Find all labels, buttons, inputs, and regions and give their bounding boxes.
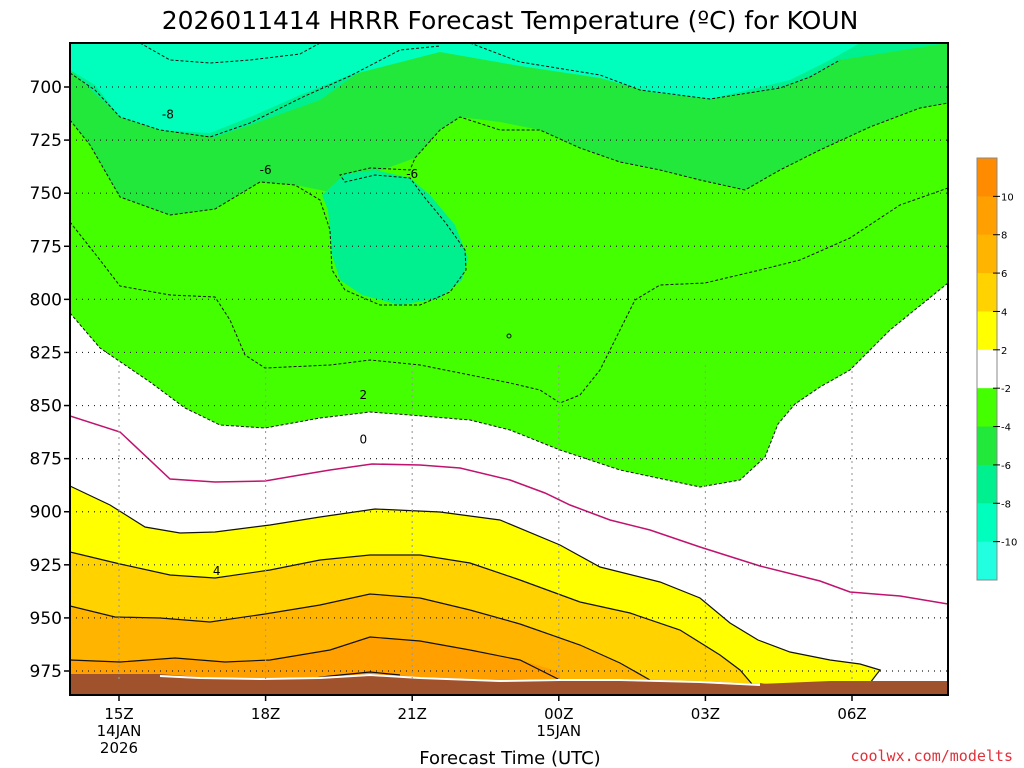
y-tick-label: 800 <box>30 290 62 310</box>
band-minus10-minus8 <box>70 43 860 133</box>
y-axis: 700 725 750 775 800 825 850 875 900 925 950 975 <box>30 78 70 682</box>
y-tick-label: 750 <box>30 184 62 204</box>
temperature-field <box>70 43 948 695</box>
contour-minus8-right <box>139 43 841 100</box>
colorbar-swatch <box>977 541 997 581</box>
colorbar-tick-label: 4 <box>1001 307 1007 318</box>
x-axis-label: Forecast Time (UTC) <box>419 748 600 768</box>
y-tick-label: 975 <box>30 662 62 682</box>
colorbar-swatch <box>977 158 997 197</box>
y-tick-label: 700 <box>30 78 62 98</box>
colorbar-tick-label: -8 <box>1001 499 1011 510</box>
colorbar-tick-label: -2 <box>1001 384 1011 395</box>
contour-minus4 <box>70 187 948 404</box>
colorbar-tick-label: -6 <box>1001 461 1011 472</box>
x-tick-label: 21Z <box>398 705 427 723</box>
contour-label: 2 <box>360 388 368 402</box>
colorbar-swatch <box>977 426 997 466</box>
y-tick-label: 900 <box>30 503 62 523</box>
colorbar-tick-label: -10 <box>1001 538 1017 549</box>
x-tick-sublabel: 14JAN <box>97 722 142 740</box>
colorbar-swatch <box>977 273 997 312</box>
ground-edge <box>159 673 761 686</box>
colorbar-swatch <box>977 196 997 236</box>
credit-text: coolwx.com/modelts <box>850 747 1013 765</box>
contour-minus2 <box>70 282 948 488</box>
colorbar-tick-label: 10 <box>1001 192 1014 203</box>
chart-title: 2026011414 HRRR Forecast Temperature (ºC… <box>162 6 859 35</box>
y-tick-label: 925 <box>30 556 62 576</box>
y-tick-label: 850 <box>30 397 62 417</box>
y-tick-label: 825 <box>30 343 62 363</box>
colorbar-swatch <box>977 349 997 389</box>
grid-lines <box>70 86 948 680</box>
x-tick-sublabel: 2026 <box>100 739 138 757</box>
contour-label: -6 <box>260 163 272 177</box>
y-tick-label: 950 <box>30 609 62 629</box>
x-tick-sublabel: 15JAN <box>536 722 581 740</box>
contour-4 <box>70 551 753 685</box>
contour-minus6 <box>70 102 948 306</box>
colorbar-tick-label: 8 <box>1001 231 1007 242</box>
y-tick-label: 875 <box>30 450 62 470</box>
contour-label: -6 <box>406 167 418 181</box>
band-minus6-pocket <box>322 170 468 305</box>
colorbar-tick-label: 2 <box>1001 346 1007 357</box>
contour-8 <box>70 636 561 681</box>
contour-small-loop <box>506 333 512 339</box>
contour-zero <box>70 415 948 605</box>
colorbar-tick-label: 6 <box>1001 269 1007 280</box>
y-tick-label: 725 <box>30 131 62 151</box>
colorbar-swatch <box>977 388 997 428</box>
y-tick-label: 775 <box>30 237 62 257</box>
contour-2 <box>70 485 882 691</box>
colorbar-frame <box>976 157 998 581</box>
colorbar-swatch <box>977 234 997 274</box>
colorbar-swatch <box>977 464 997 504</box>
x-tick-label: 18Z <box>251 705 280 723</box>
colorbar-tick-label: -4 <box>1001 423 1011 434</box>
contour-labels: -8 -6 -6 2 0 4 <box>162 108 418 579</box>
x-tick-label: 15Z <box>104 705 133 723</box>
colorbar-swatch <box>977 311 997 351</box>
x-tick-label: 06Z <box>837 705 866 723</box>
contour-label: -8 <box>162 108 174 122</box>
contour-label: 0 <box>360 433 368 447</box>
plot-frame <box>69 42 949 696</box>
contour-minus8-left <box>70 45 441 138</box>
colorbar-swatch <box>977 503 997 543</box>
colorbar: 10 8 6 4 2 -2 -4 -6 -8 -10 <box>976 157 1017 581</box>
x-tick-label: 03Z <box>691 705 720 723</box>
x-tick-label: 00Z <box>544 705 573 723</box>
contour-label: 4 <box>213 564 221 578</box>
